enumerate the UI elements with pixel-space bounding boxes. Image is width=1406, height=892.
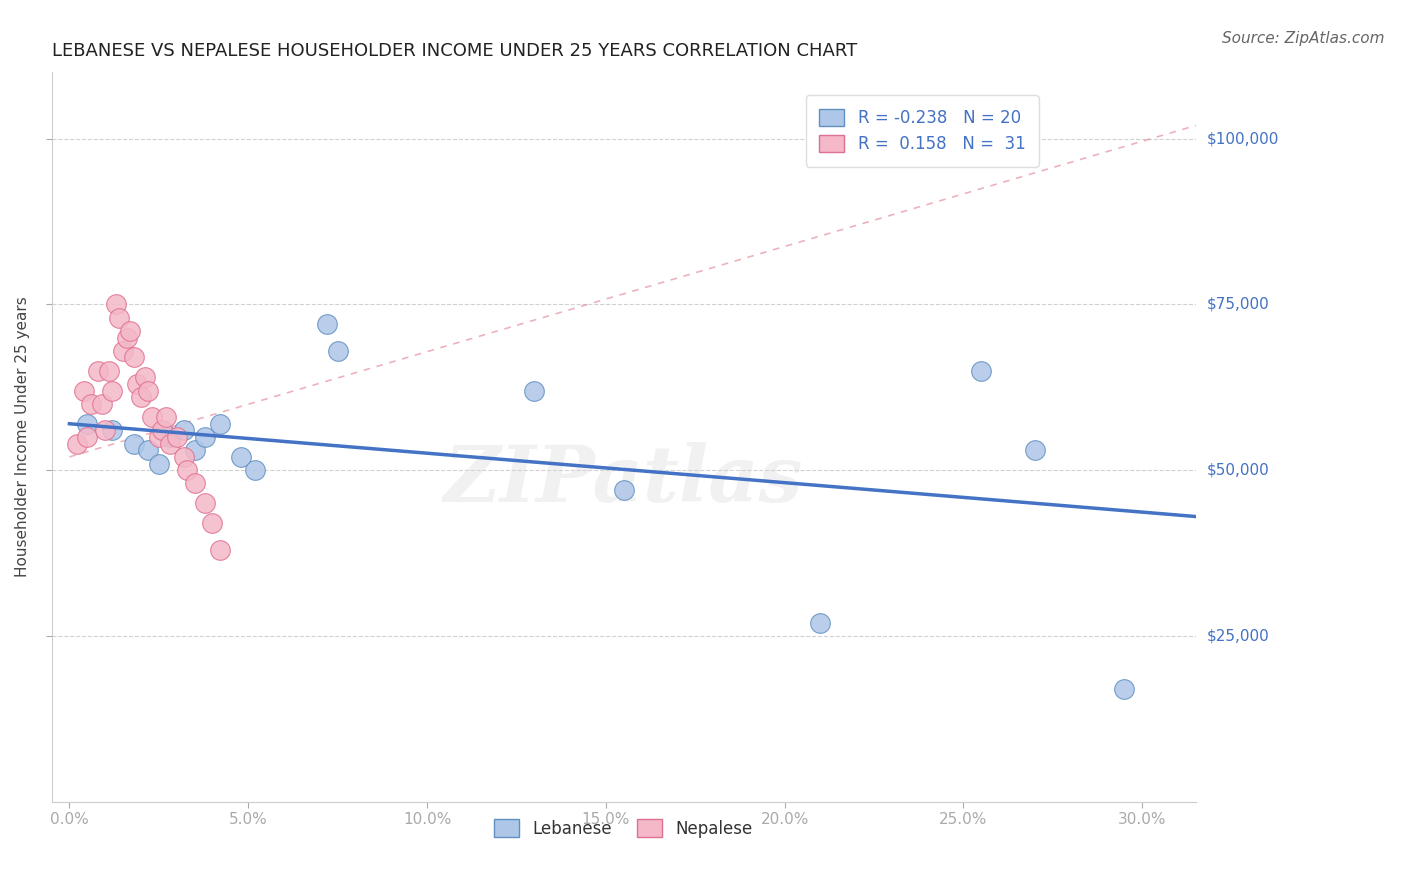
Point (112, 343, 135, 358)
Point (73, 384, 96, 398)
Point (183, 476, 205, 491)
Point (101, 423, 124, 437)
Point (87, 364, 110, 378)
Point (104, 297, 127, 311)
Point (129, 390, 152, 404)
Point (245, 463, 267, 477)
Point (97, 364, 120, 378)
Point (127, 376, 149, 391)
Text: $25,000: $25,000 (1206, 628, 1270, 643)
Point (1114, 681, 1136, 696)
Point (136, 384, 159, 398)
Point (173, 423, 195, 437)
Point (94, 423, 117, 437)
Point (194, 430, 217, 444)
Point (76, 430, 98, 444)
Point (120, 324, 142, 338)
Point (80, 397, 103, 411)
Point (810, 615, 832, 630)
Point (194, 496, 217, 510)
Point (613, 483, 636, 497)
Point (90, 397, 112, 411)
Point (141, 410, 163, 425)
Point (136, 443, 159, 458)
Y-axis label: Householder Income Under 25 years: Householder Income Under 25 years (15, 297, 30, 577)
Point (150, 423, 173, 437)
Point (101, 384, 124, 398)
Text: $100,000: $100,000 (1206, 131, 1279, 146)
Point (326, 343, 349, 358)
Point (159, 430, 181, 444)
Text: LEBANESE VS NEPALESE HOUSEHOLDER INCOME UNDER 25 YEARS CORRELATION CHART: LEBANESE VS NEPALESE HOUSEHOLDER INCOME … (52, 42, 856, 60)
Point (76, 417, 98, 431)
Point (523, 384, 546, 398)
Point (148, 457, 170, 471)
Point (166, 430, 188, 444)
Point (208, 417, 231, 431)
Point (65, 436, 87, 450)
Text: Source: ZipAtlas.com: Source: ZipAtlas.com (1222, 31, 1385, 46)
Point (176, 463, 198, 477)
Point (183, 443, 205, 458)
Text: ZIPatlas: ZIPatlas (444, 442, 803, 519)
Point (201, 516, 224, 531)
Point (970, 364, 993, 378)
Point (122, 436, 145, 450)
Point (173, 450, 195, 464)
Point (1024, 443, 1046, 458)
Point (148, 430, 170, 444)
Legend: Lebanese, Nepalese: Lebanese, Nepalese (488, 813, 759, 845)
Point (229, 450, 252, 464)
Point (316, 318, 339, 332)
Point (115, 330, 138, 344)
Point (159, 436, 181, 450)
Point (208, 542, 231, 557)
Text: $75,000: $75,000 (1206, 297, 1270, 312)
Point (155, 410, 177, 425)
Point (134, 370, 156, 384)
Text: $50,000: $50,000 (1206, 463, 1270, 477)
Point (122, 351, 145, 365)
Point (108, 310, 131, 325)
